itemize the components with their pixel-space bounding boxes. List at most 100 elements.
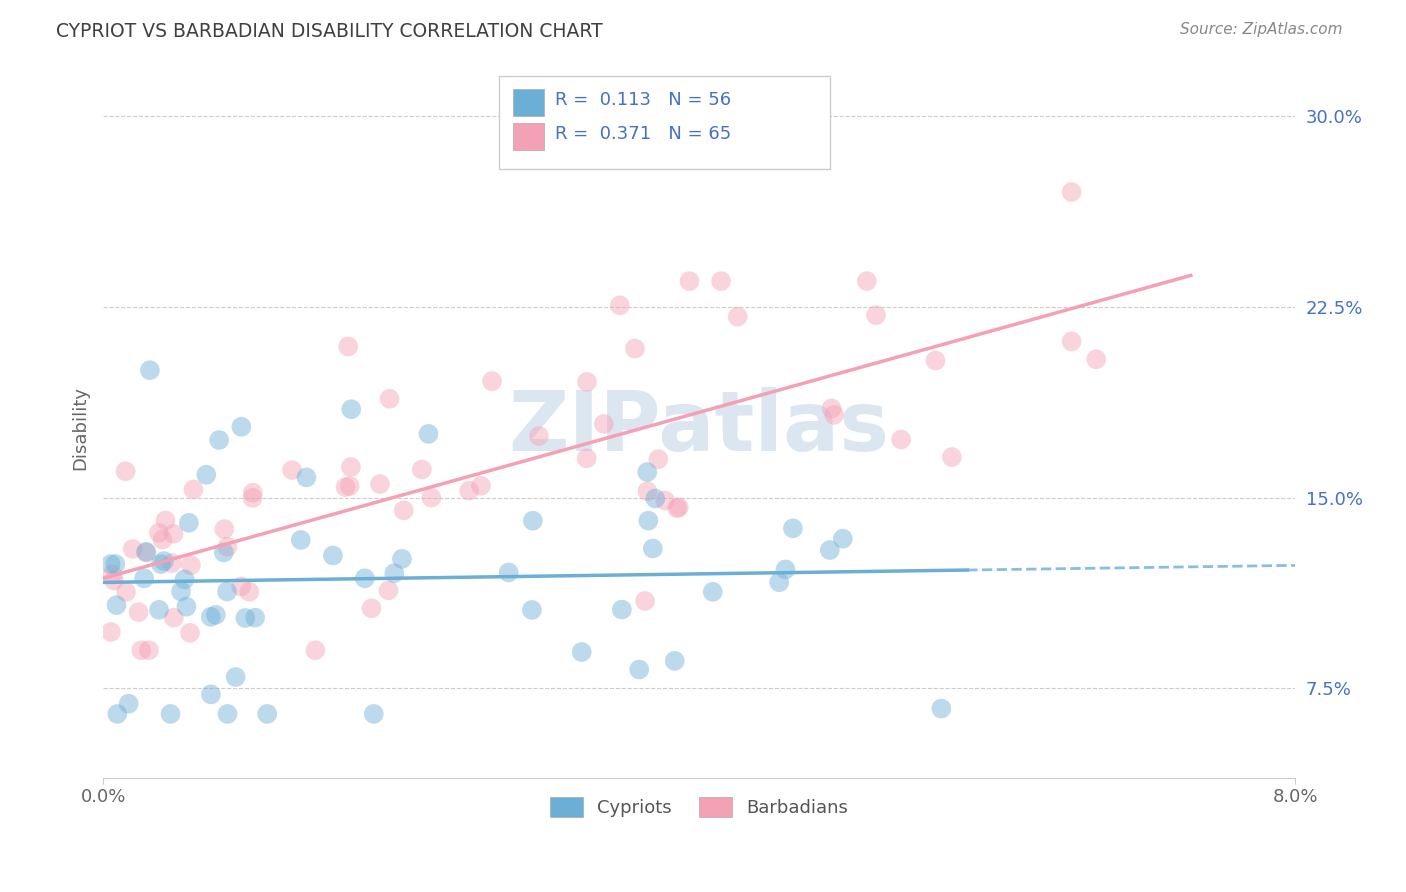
- Point: [238, 584, 260, 599]
- Text: CYPRIOT VS BARBADIAN DISABILITY CORRELATION CHART: CYPRIOT VS BARBADIAN DISABILITY CORRELAT…: [56, 22, 603, 41]
- Point: [180, 558, 202, 573]
- Point: [335, 480, 357, 494]
- Point: [382, 566, 405, 581]
- Point: [727, 310, 749, 324]
- Point: [139, 363, 162, 377]
- Point: [498, 566, 520, 580]
- Point: [159, 706, 181, 721]
- Point: [664, 654, 686, 668]
- Y-axis label: Disability: Disability: [72, 385, 89, 469]
- Point: [179, 625, 201, 640]
- Point: [340, 402, 363, 417]
- Point: [818, 543, 841, 558]
- Point: [242, 491, 264, 505]
- Point: [200, 610, 222, 624]
- Point: [609, 298, 631, 312]
- Point: [322, 549, 344, 563]
- Point: [217, 540, 239, 554]
- Point: [392, 503, 415, 517]
- Point: [641, 541, 664, 556]
- Point: [281, 463, 304, 477]
- Point: [160, 556, 183, 570]
- Point: [138, 643, 160, 657]
- Point: [114, 464, 136, 478]
- Point: [378, 392, 401, 406]
- Point: [411, 462, 433, 476]
- Point: [217, 706, 239, 721]
- Point: [368, 477, 391, 491]
- Point: [183, 483, 205, 497]
- Point: [710, 274, 733, 288]
- Point: [155, 513, 177, 527]
- Point: [941, 450, 963, 464]
- Point: [637, 514, 659, 528]
- Point: [668, 500, 690, 515]
- Point: [163, 610, 186, 624]
- Point: [128, 605, 150, 619]
- Point: [101, 567, 124, 582]
- Point: [391, 552, 413, 566]
- Point: [636, 484, 658, 499]
- Point: [644, 491, 666, 506]
- Point: [118, 697, 141, 711]
- Point: [855, 274, 877, 288]
- Point: [152, 533, 174, 547]
- Point: [890, 433, 912, 447]
- Legend: Cypriots, Barbadians: Cypriots, Barbadians: [543, 790, 855, 824]
- Point: [243, 610, 266, 624]
- Point: [173, 572, 195, 586]
- Point: [481, 374, 503, 388]
- Point: [782, 521, 804, 535]
- Point: [520, 603, 543, 617]
- Point: [775, 562, 797, 576]
- Point: [135, 545, 157, 559]
- Point: [121, 541, 143, 556]
- Point: [135, 545, 157, 559]
- Point: [132, 571, 155, 585]
- Point: [100, 557, 122, 571]
- Point: [610, 602, 633, 616]
- Point: [233, 611, 256, 625]
- Point: [831, 532, 853, 546]
- Point: [177, 516, 200, 530]
- Point: [931, 701, 953, 715]
- Text: R =  0.113   N = 56: R = 0.113 N = 56: [555, 91, 731, 109]
- Point: [647, 452, 669, 467]
- Point: [195, 467, 218, 482]
- Point: [290, 533, 312, 547]
- Point: [420, 491, 443, 505]
- Point: [592, 417, 614, 431]
- Point: [654, 493, 676, 508]
- Point: [200, 687, 222, 701]
- Point: [470, 479, 492, 493]
- Point: [865, 308, 887, 322]
- Point: [103, 574, 125, 588]
- Point: [162, 526, 184, 541]
- Point: [242, 485, 264, 500]
- Point: [115, 585, 138, 599]
- Point: [377, 583, 399, 598]
- Point: [208, 433, 231, 447]
- Point: [131, 643, 153, 657]
- Point: [304, 643, 326, 657]
- Point: [360, 601, 382, 615]
- Point: [924, 353, 946, 368]
- Point: [768, 575, 790, 590]
- Point: [215, 584, 238, 599]
- Point: [225, 670, 247, 684]
- Point: [522, 514, 544, 528]
- Point: [1060, 185, 1083, 199]
- Text: Source: ZipAtlas.com: Source: ZipAtlas.com: [1180, 22, 1343, 37]
- Point: [575, 451, 598, 466]
- Point: [231, 579, 253, 593]
- Point: [170, 584, 193, 599]
- Point: [1085, 352, 1108, 367]
- Point: [340, 460, 363, 475]
- Point: [576, 375, 599, 389]
- Point: [702, 584, 724, 599]
- Point: [176, 599, 198, 614]
- Text: R =  0.371   N = 65: R = 0.371 N = 65: [555, 125, 731, 143]
- Point: [256, 706, 278, 721]
- Point: [1060, 334, 1083, 349]
- Point: [678, 274, 700, 288]
